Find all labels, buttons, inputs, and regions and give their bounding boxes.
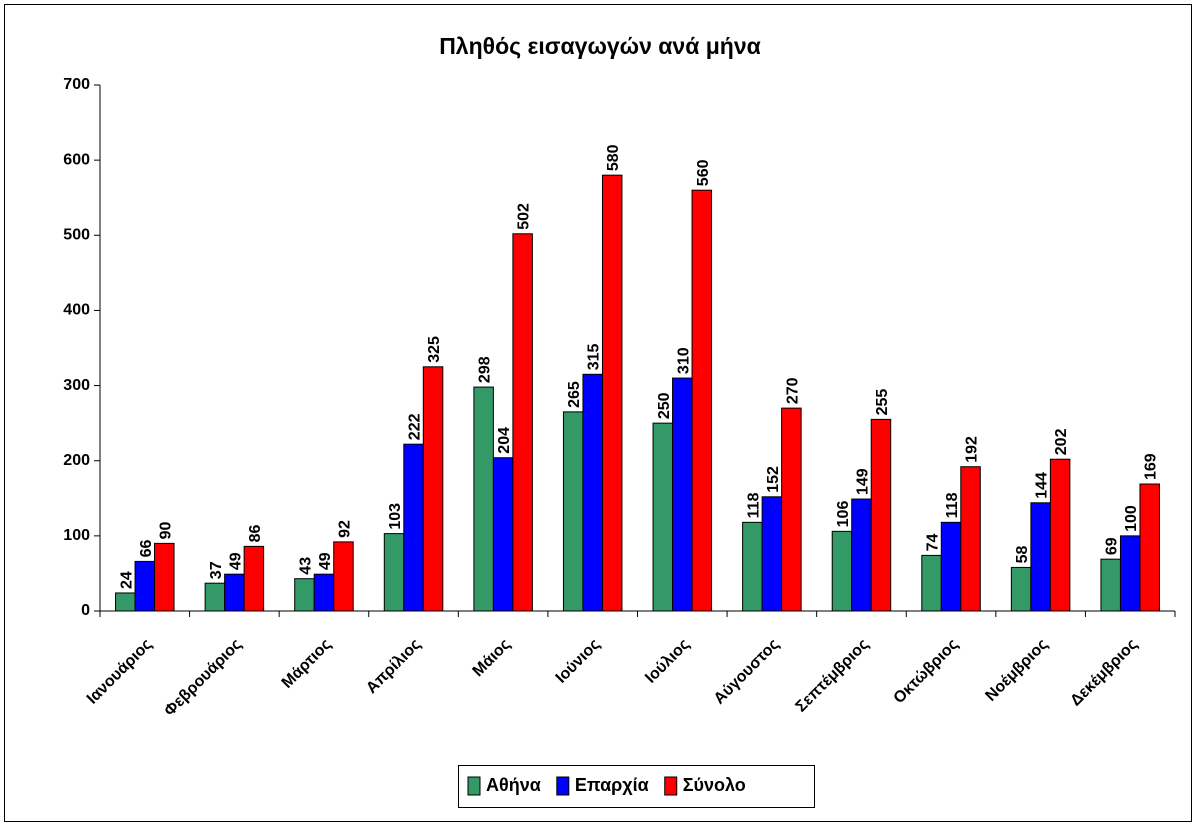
data-label: 502 [516, 203, 533, 230]
legend-label: Αθήνα [486, 775, 541, 795]
data-label: 92 [336, 520, 353, 538]
data-label: 152 [765, 466, 782, 493]
legend-label: Επαρχία [575, 775, 649, 795]
bar [333, 541, 354, 612]
data-label: 86 [247, 524, 264, 542]
legend-swatch [556, 776, 570, 796]
bar [313, 573, 335, 612]
data-label: 270 [784, 377, 801, 404]
y-tick-label: 500 [63, 227, 90, 244]
data-label: 149 [854, 468, 871, 495]
bar [761, 496, 783, 612]
legend-swatch [467, 776, 481, 796]
bar [851, 498, 872, 612]
bar [1119, 535, 1141, 612]
bar [492, 457, 514, 612]
y-tick-label: 300 [63, 377, 90, 394]
data-label: 69 [1104, 537, 1121, 555]
data-label: 103 [387, 503, 404, 530]
data-label: 90 [157, 521, 174, 539]
bar [134, 560, 156, 612]
data-label: 106 [835, 501, 852, 528]
data-label: 265 [566, 381, 583, 408]
y-tick-label: 200 [63, 452, 90, 469]
bar [1030, 502, 1051, 612]
bar [1139, 483, 1160, 612]
bar [1049, 458, 1071, 612]
bar [512, 233, 533, 612]
data-label: 192 [964, 436, 981, 463]
data-label: 58 [1014, 546, 1031, 564]
bar [831, 530, 853, 612]
bar [672, 377, 693, 612]
legend-label: Σύνολο [683, 775, 746, 795]
bar [422, 366, 444, 612]
data-label: 580 [605, 144, 622, 171]
data-label: 325 [426, 336, 443, 363]
legend: Αθήνα Επαρχία Σύνολο [458, 765, 815, 808]
data-label: 169 [1143, 453, 1160, 480]
data-label: 310 [675, 347, 692, 374]
bar [601, 174, 623, 612]
data-label: 74 [925, 533, 942, 551]
data-label: 222 [407, 413, 424, 440]
y-tick-label: 100 [63, 527, 90, 544]
bar [652, 422, 674, 612]
legend-swatch [664, 776, 678, 796]
bar [294, 578, 315, 612]
data-label: 118 [745, 492, 762, 518]
bar [204, 582, 226, 612]
bar [921, 554, 942, 612]
data-label: 49 [227, 552, 244, 570]
bar [870, 418, 892, 612]
data-label: 100 [1123, 505, 1140, 532]
legend-box [458, 765, 815, 808]
data-label: 24 [118, 571, 135, 589]
bar [582, 373, 603, 612]
bar [562, 411, 584, 612]
data-label: 66 [138, 540, 155, 558]
bar [115, 592, 136, 612]
y-tick-label: 0 [81, 602, 90, 619]
bar [473, 386, 494, 612]
bar [691, 189, 713, 612]
y-tick-label: 400 [63, 302, 90, 319]
data-label: 43 [297, 557, 314, 575]
data-label: 49 [317, 552, 334, 570]
data-label: 315 [586, 344, 603, 371]
data-label: 560 [695, 159, 712, 186]
bar [940, 521, 962, 612]
bar [243, 545, 265, 612]
bar [781, 407, 802, 612]
data-label: 37 [208, 561, 225, 579]
data-label: 202 [1053, 428, 1070, 455]
bar [1010, 566, 1032, 612]
bar [1100, 558, 1121, 612]
data-label: 204 [496, 427, 513, 454]
bar [403, 443, 424, 612]
y-tick-label: 700 [63, 76, 90, 93]
bar [383, 533, 405, 612]
data-label: 298 [477, 356, 494, 383]
data-label: 255 [874, 389, 891, 416]
bar [224, 573, 245, 612]
bar [154, 542, 175, 612]
data-label: 144 [1034, 472, 1051, 499]
data-label: 250 [656, 392, 673, 419]
data-label: 118 [944, 492, 961, 518]
bar [742, 521, 763, 612]
y-tick-label: 600 [63, 151, 90, 168]
chart-title: Πληθός εισαγωγών ανά μήνα [439, 33, 761, 59]
bar [960, 466, 981, 612]
